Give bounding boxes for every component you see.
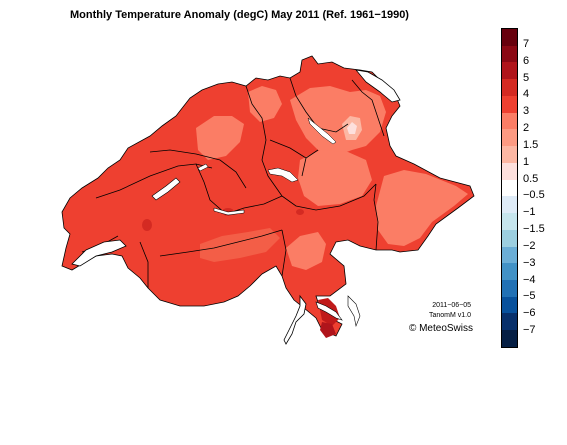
legend-label: 4: [523, 88, 530, 101]
lake-geneva: [71, 239, 127, 267]
cooler-region-east: [376, 170, 468, 246]
legend-swatch: [502, 313, 517, 331]
coolest-patch-appenzell-core: [347, 122, 357, 134]
legend-label: −6: [523, 307, 536, 320]
legend-swatch: [502, 112, 517, 130]
legend-swatch: [502, 45, 517, 63]
legend-label: 3: [523, 105, 530, 118]
legend-swatch: [502, 95, 517, 113]
legend-swatch: [502, 29, 517, 46]
legend-swatch: [502, 296, 517, 314]
lake-como: [347, 295, 361, 328]
legend-swatch: [502, 246, 517, 264]
legend-label: −0.5: [523, 189, 545, 202]
lake-neuchatel: [151, 177, 181, 201]
legend-label: 7: [523, 37, 530, 50]
legend-swatch: [502, 196, 517, 214]
legend-label: 2: [523, 122, 530, 135]
lake-biel: [197, 163, 209, 172]
legend-swatch: [502, 162, 517, 180]
legend-label: −1: [523, 206, 536, 219]
legend-swatch: [502, 330, 517, 347]
lake-lucerne: [267, 167, 299, 183]
lake-lugano: [315, 301, 343, 321]
cooler-region-northeast: [290, 86, 386, 156]
legend-label: 5: [523, 71, 530, 84]
legend-swatch: [502, 229, 517, 247]
cooler-region-north: [248, 86, 282, 122]
legend-swatch: [502, 213, 517, 230]
legend-label: −7: [523, 324, 536, 337]
legend-swatch: [502, 179, 517, 197]
legend-label: 1.5: [523, 138, 539, 151]
cooler-region-central: [298, 150, 372, 206]
legend-swatch: [502, 280, 517, 297]
legend-swatch: [502, 62, 517, 80]
legend-label: 6: [523, 54, 530, 67]
legend-swatch: [502, 263, 517, 281]
legend-label: −4: [523, 273, 536, 286]
stamp-copyright: © MeteoSwiss: [408, 323, 473, 334]
map-title: Monthly Temperature Anomaly (degC) May 2…: [70, 9, 409, 21]
warmer-spot-aargau: [296, 209, 304, 215]
legend-colorbar: [501, 28, 518, 348]
stamp-version: TanomM v1.0: [428, 312, 471, 319]
legend-label: −3: [523, 256, 536, 269]
stamp-date: 2011−06−05: [432, 302, 471, 309]
cooler-region-west: [196, 116, 244, 160]
legend-label: −5: [523, 290, 536, 303]
lake-zurich: [307, 117, 337, 145]
lake-constance: [355, 69, 401, 103]
legend-label: 1: [523, 155, 530, 168]
warmer-spot-mendrisio: [320, 322, 336, 338]
legend-label: 0.5: [523, 172, 539, 185]
warmer-spot-jura: [142, 219, 152, 231]
legend-label: −1.5: [523, 223, 545, 236]
lake-thun-brienz: [213, 207, 245, 216]
legend-labels: 7 6 5 4 3 2 1.5 1 0.5 −0.5 −1 −1.5 −2 −3 −4 −5 −6 −7: [523, 28, 563, 348]
lake-maggiore: [283, 294, 307, 345]
cooler-region-south: [286, 232, 326, 270]
legend-swatch: [502, 146, 517, 163]
legend-swatch: [502, 79, 517, 96]
canton-borders: [81, 77, 385, 288]
legend-label: −2: [523, 239, 536, 252]
legend-swatch: [502, 129, 517, 147]
